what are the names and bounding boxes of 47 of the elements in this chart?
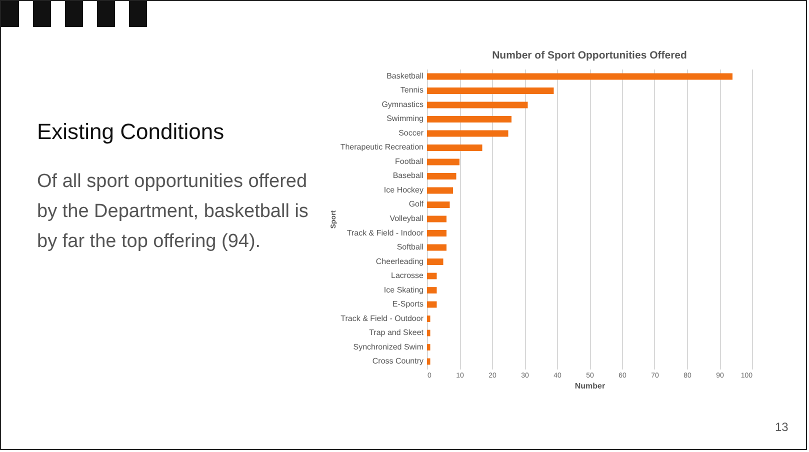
bar (427, 144, 482, 151)
bar (427, 187, 453, 194)
y-tick-label: Track & Field - Outdoor (340, 314, 424, 323)
bar (427, 173, 456, 180)
bar (427, 316, 430, 322)
y-tick-label: Ice Skating (384, 285, 424, 294)
bar (427, 358, 430, 365)
y-tick-label: Cheerleading (376, 256, 424, 266)
y-tick-label: Lacrosse (391, 271, 424, 280)
y-tick-label: Soccer (398, 128, 424, 138)
y-tick-label: E-Sports (392, 300, 424, 309)
y-tick-label: Golf (408, 200, 424, 209)
bar (427, 287, 437, 294)
y-tick-label: Cross Country (372, 356, 424, 366)
y-tick-label: Trap and Skeet (369, 328, 424, 338)
bar (427, 202, 450, 208)
text: 13 (775, 420, 788, 434)
bar (427, 301, 437, 308)
text: Existing Conditions (37, 119, 224, 145)
bar (427, 88, 554, 94)
y-tick-label: Therapeutic Recreation (340, 142, 424, 152)
bar (427, 216, 446, 222)
chart-title: Number of Sport Opportunities Offered (492, 50, 687, 62)
y-tick-label: Gymnastics (382, 100, 424, 109)
bar (427, 258, 444, 265)
y-tick-label: Baseball (392, 171, 424, 180)
y-tick-label: Ice Hockey (384, 185, 424, 194)
bar (427, 244, 446, 251)
bar (427, 116, 512, 122)
text: Of all sport opportunities offered by the Department, basketball is by far the top offering (94). (37, 170, 310, 254)
bar (427, 158, 460, 166)
bar (427, 73, 732, 80)
bar (427, 102, 528, 108)
bar (427, 330, 430, 336)
bar (427, 230, 446, 236)
y-tick-label: Swimming (386, 114, 424, 124)
y-tick-label: Tennis (400, 86, 424, 95)
y-tick-label: Track & Field - Indoor (346, 228, 424, 238)
bar (427, 272, 437, 280)
y-tick-label: Softball (396, 242, 424, 252)
x-axis-title: Number (574, 382, 606, 390)
y-tick-label: Football (395, 156, 424, 166)
y-tick-label: Volleyball (390, 214, 424, 223)
y-tick-label: Synchronized Swim (353, 342, 424, 352)
bar (427, 130, 508, 137)
bar (427, 344, 430, 350)
y-tick-label: Basketball (386, 71, 424, 80)
